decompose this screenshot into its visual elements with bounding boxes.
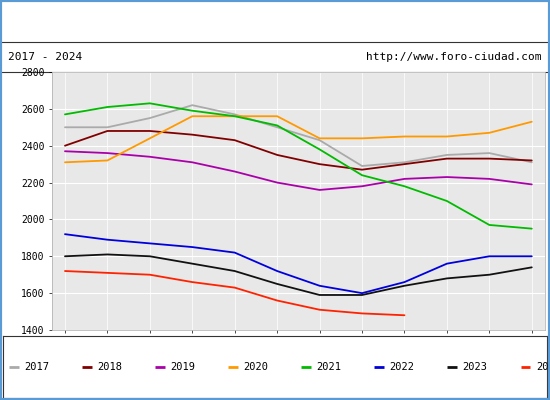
Text: 2023: 2023 [463,362,488,372]
Text: 2024: 2024 [536,362,550,372]
Text: Evolucion del paro registrado en Almansa: Evolucion del paro registrado en Almansa [122,14,428,28]
Text: http://www.foro-ciudad.com: http://www.foro-ciudad.com [366,52,542,62]
Text: 2020: 2020 [243,362,268,372]
Text: 2018: 2018 [97,362,122,372]
Text: 2021: 2021 [316,362,342,372]
Text: 2017: 2017 [24,362,49,372]
Text: 2022: 2022 [389,362,415,372]
Text: 2019: 2019 [170,362,195,372]
Text: 2017 - 2024: 2017 - 2024 [8,52,82,62]
